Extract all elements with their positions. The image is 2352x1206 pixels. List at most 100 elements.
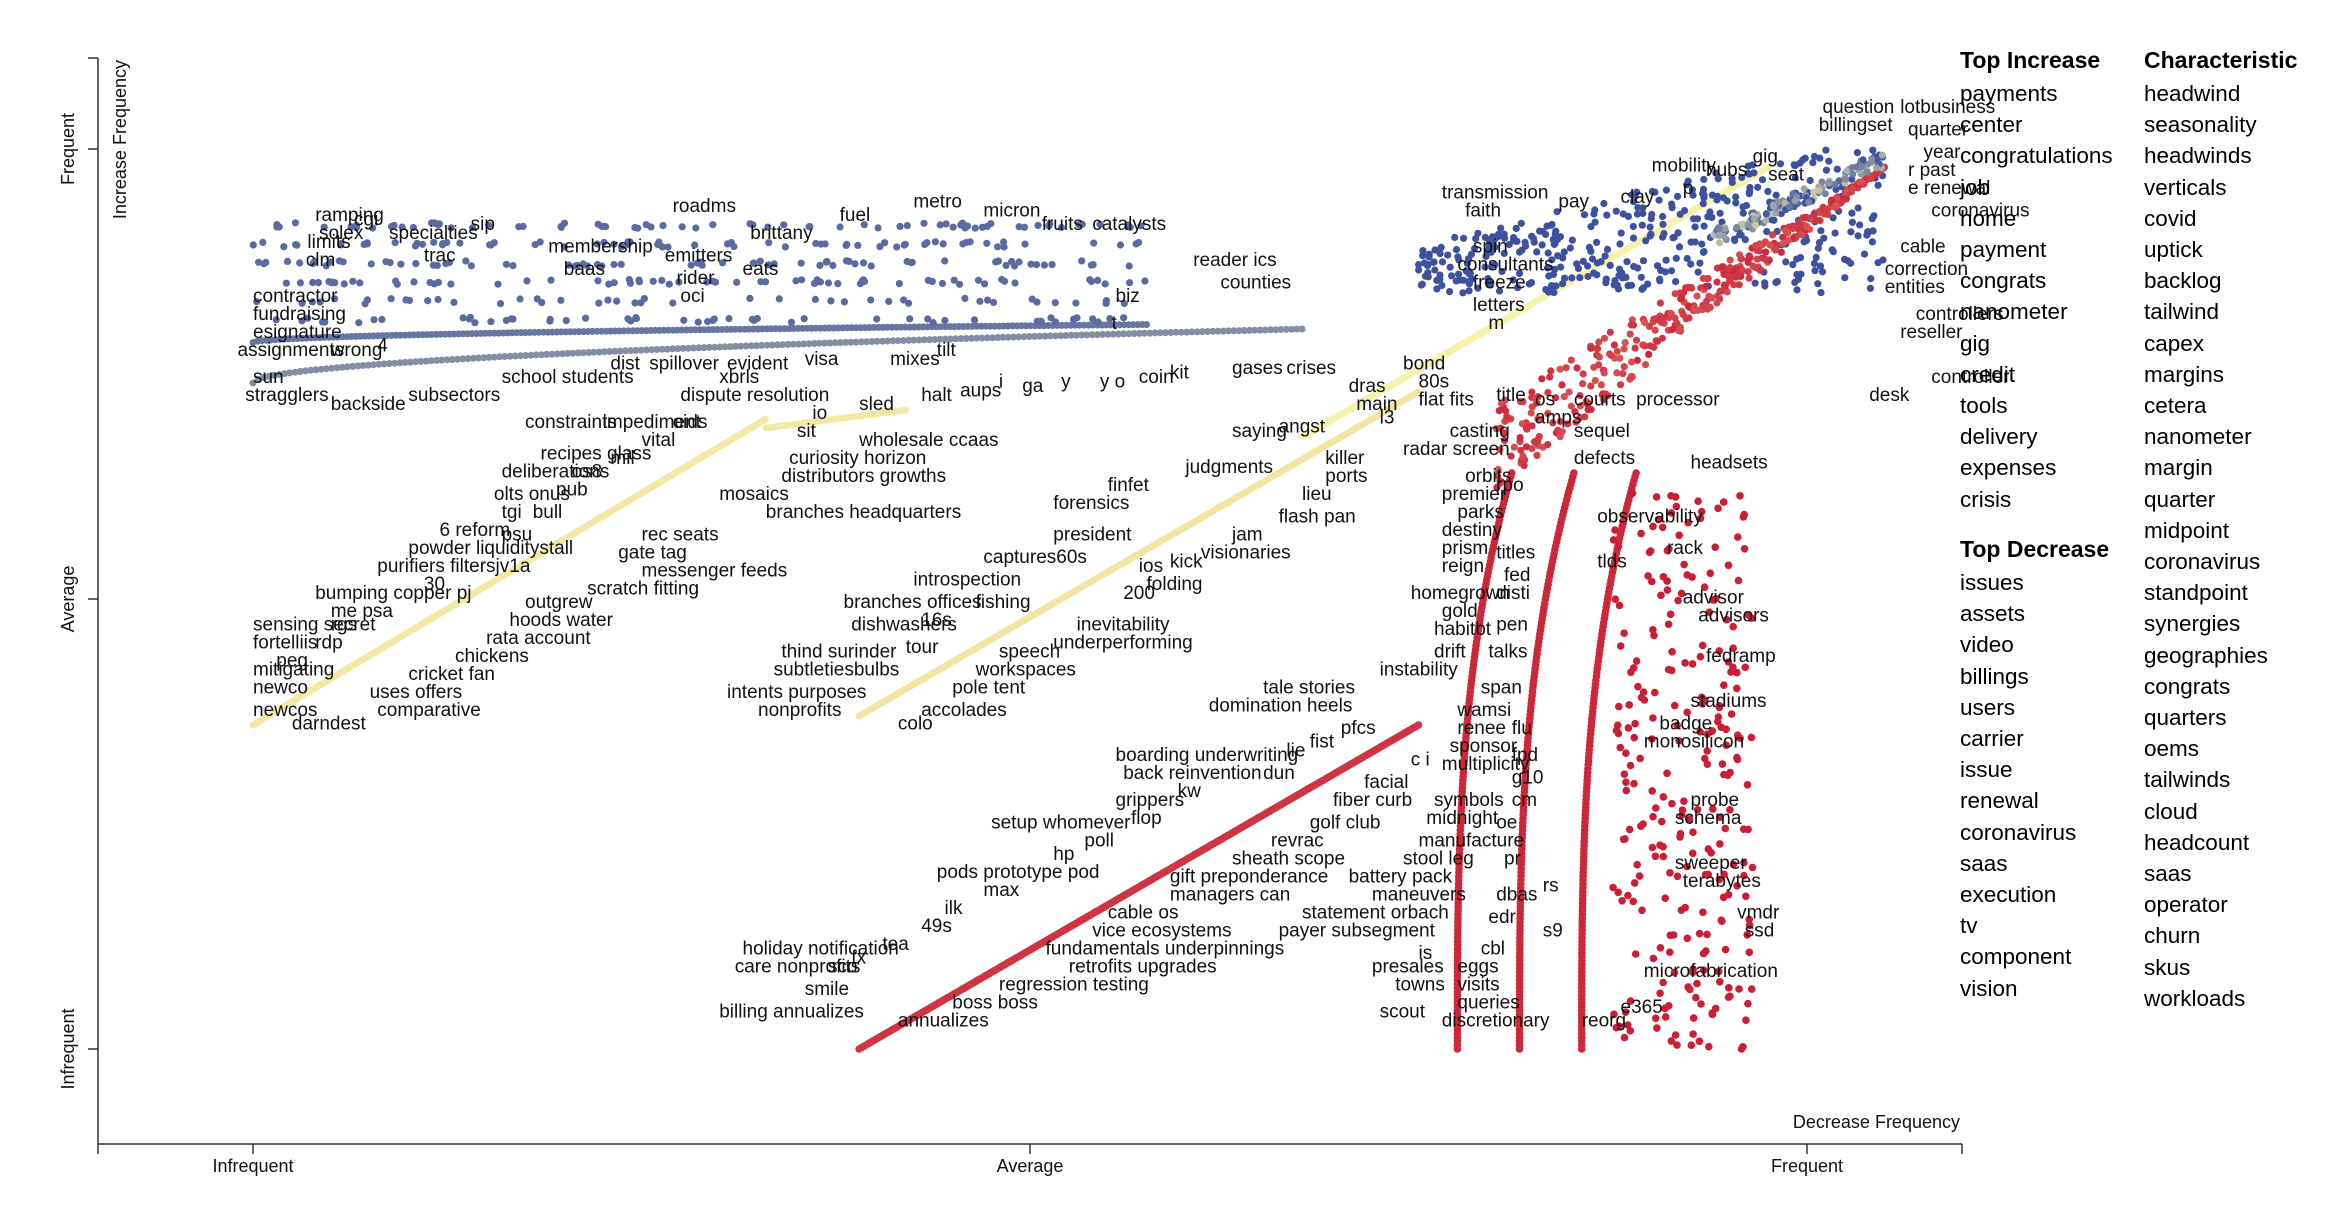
term-point bbox=[1424, 269, 1432, 277]
term-point bbox=[748, 315, 756, 323]
term-label: lie bbox=[1286, 741, 1305, 762]
term-point bbox=[1733, 753, 1741, 762]
term-point bbox=[1695, 929, 1704, 938]
term-point bbox=[1551, 240, 1559, 248]
term-point bbox=[632, 314, 641, 323]
term-point bbox=[1546, 373, 1554, 381]
term-point bbox=[560, 243, 569, 251]
term-point bbox=[387, 223, 396, 231]
term-point bbox=[1719, 498, 1728, 506]
term-point bbox=[1738, 173, 1746, 182]
term-label: pub bbox=[556, 480, 588, 501]
term-point bbox=[1831, 229, 1839, 237]
term-point bbox=[485, 221, 493, 229]
term-label: orbits bbox=[1465, 466, 1511, 487]
term-point bbox=[1758, 254, 1766, 262]
term-point bbox=[1680, 560, 1688, 569]
term-point bbox=[354, 362, 362, 370]
term-point bbox=[962, 335, 970, 342]
term-point bbox=[1501, 436, 1509, 444]
term-point bbox=[1089, 315, 1097, 323]
term-label: parks bbox=[1457, 502, 1503, 523]
term-point bbox=[454, 355, 461, 363]
term-point bbox=[1500, 249, 1508, 257]
term-label: crises bbox=[1286, 358, 1336, 379]
term-point bbox=[1719, 893, 1728, 902]
term-point bbox=[1722, 725, 1730, 734]
term-point bbox=[1627, 321, 1635, 329]
term-point bbox=[1648, 735, 1656, 743]
term-point bbox=[1701, 754, 1709, 763]
term-point bbox=[1699, 301, 1707, 310]
term-point bbox=[903, 222, 911, 230]
term-point bbox=[286, 369, 294, 377]
term-point bbox=[1648, 787, 1656, 795]
term-point bbox=[594, 220, 602, 228]
term-label: hubs bbox=[1706, 160, 1747, 181]
term-point bbox=[1654, 515, 1663, 524]
term-point bbox=[1455, 270, 1463, 278]
term-point bbox=[721, 343, 729, 351]
term-point bbox=[896, 222, 904, 230]
term-label: statement orbach bbox=[1302, 903, 1449, 924]
term-label: pr bbox=[1504, 849, 1522, 870]
term-label: renee bbox=[1457, 718, 1506, 739]
term-point bbox=[1814, 244, 1822, 252]
term-point bbox=[417, 357, 425, 365]
term-label: wamsi bbox=[1456, 700, 1511, 721]
term-point bbox=[533, 295, 541, 303]
term-point bbox=[1727, 668, 1735, 676]
term-point bbox=[1256, 326, 1264, 334]
term-label: queries bbox=[1457, 993, 1519, 1014]
term-point bbox=[1722, 741, 1730, 749]
term-point bbox=[1616, 240, 1624, 248]
term-point bbox=[747, 342, 755, 350]
term-label: school students bbox=[502, 367, 634, 388]
term-point bbox=[1070, 315, 1078, 323]
term-point bbox=[1571, 408, 1579, 416]
term-label: symbols bbox=[1434, 790, 1504, 811]
term-point bbox=[494, 280, 502, 288]
term-point bbox=[1500, 429, 1508, 437]
term-point bbox=[680, 316, 688, 324]
term-label: annualizes bbox=[898, 1011, 989, 1032]
term-point bbox=[674, 345, 682, 353]
term-label: cbl bbox=[1481, 939, 1505, 960]
term-point bbox=[1099, 330, 1107, 338]
term-point bbox=[1514, 284, 1522, 292]
term-label: rgs bbox=[331, 615, 357, 636]
term-point bbox=[1663, 577, 1671, 585]
term-point bbox=[824, 279, 833, 287]
term-label: prism bbox=[1442, 538, 1488, 559]
term-label: sit bbox=[797, 421, 817, 442]
term-point bbox=[805, 340, 813, 348]
term-point bbox=[1641, 361, 1650, 369]
term-point bbox=[1724, 771, 1732, 779]
term-point bbox=[730, 243, 738, 251]
term-point bbox=[1706, 303, 1714, 311]
term-point bbox=[1779, 233, 1787, 241]
term-point bbox=[511, 352, 519, 360]
term-point bbox=[1674, 192, 1682, 200]
term-label: messenger feeds bbox=[642, 561, 788, 582]
term-point bbox=[884, 337, 892, 345]
term-point bbox=[1762, 248, 1770, 256]
term-point bbox=[1595, 353, 1603, 361]
term-point bbox=[1632, 657, 1641, 665]
term-point bbox=[548, 350, 556, 358]
term-label: biz bbox=[1116, 286, 1140, 307]
term-point bbox=[1667, 267, 1676, 275]
term-label: kw bbox=[1178, 781, 1202, 802]
term-point bbox=[1528, 403, 1536, 411]
term-point bbox=[1198, 328, 1206, 336]
term-point bbox=[765, 239, 773, 247]
term-point bbox=[1093, 331, 1101, 339]
characteristic-item: margin bbox=[2144, 455, 2213, 481]
term-point bbox=[1431, 246, 1439, 254]
term-point bbox=[1687, 1041, 1696, 1049]
term-point bbox=[1612, 207, 1620, 215]
term-point bbox=[380, 360, 388, 368]
term-point bbox=[1656, 989, 1664, 998]
term-point bbox=[973, 334, 981, 342]
term-point bbox=[1691, 304, 1699, 312]
